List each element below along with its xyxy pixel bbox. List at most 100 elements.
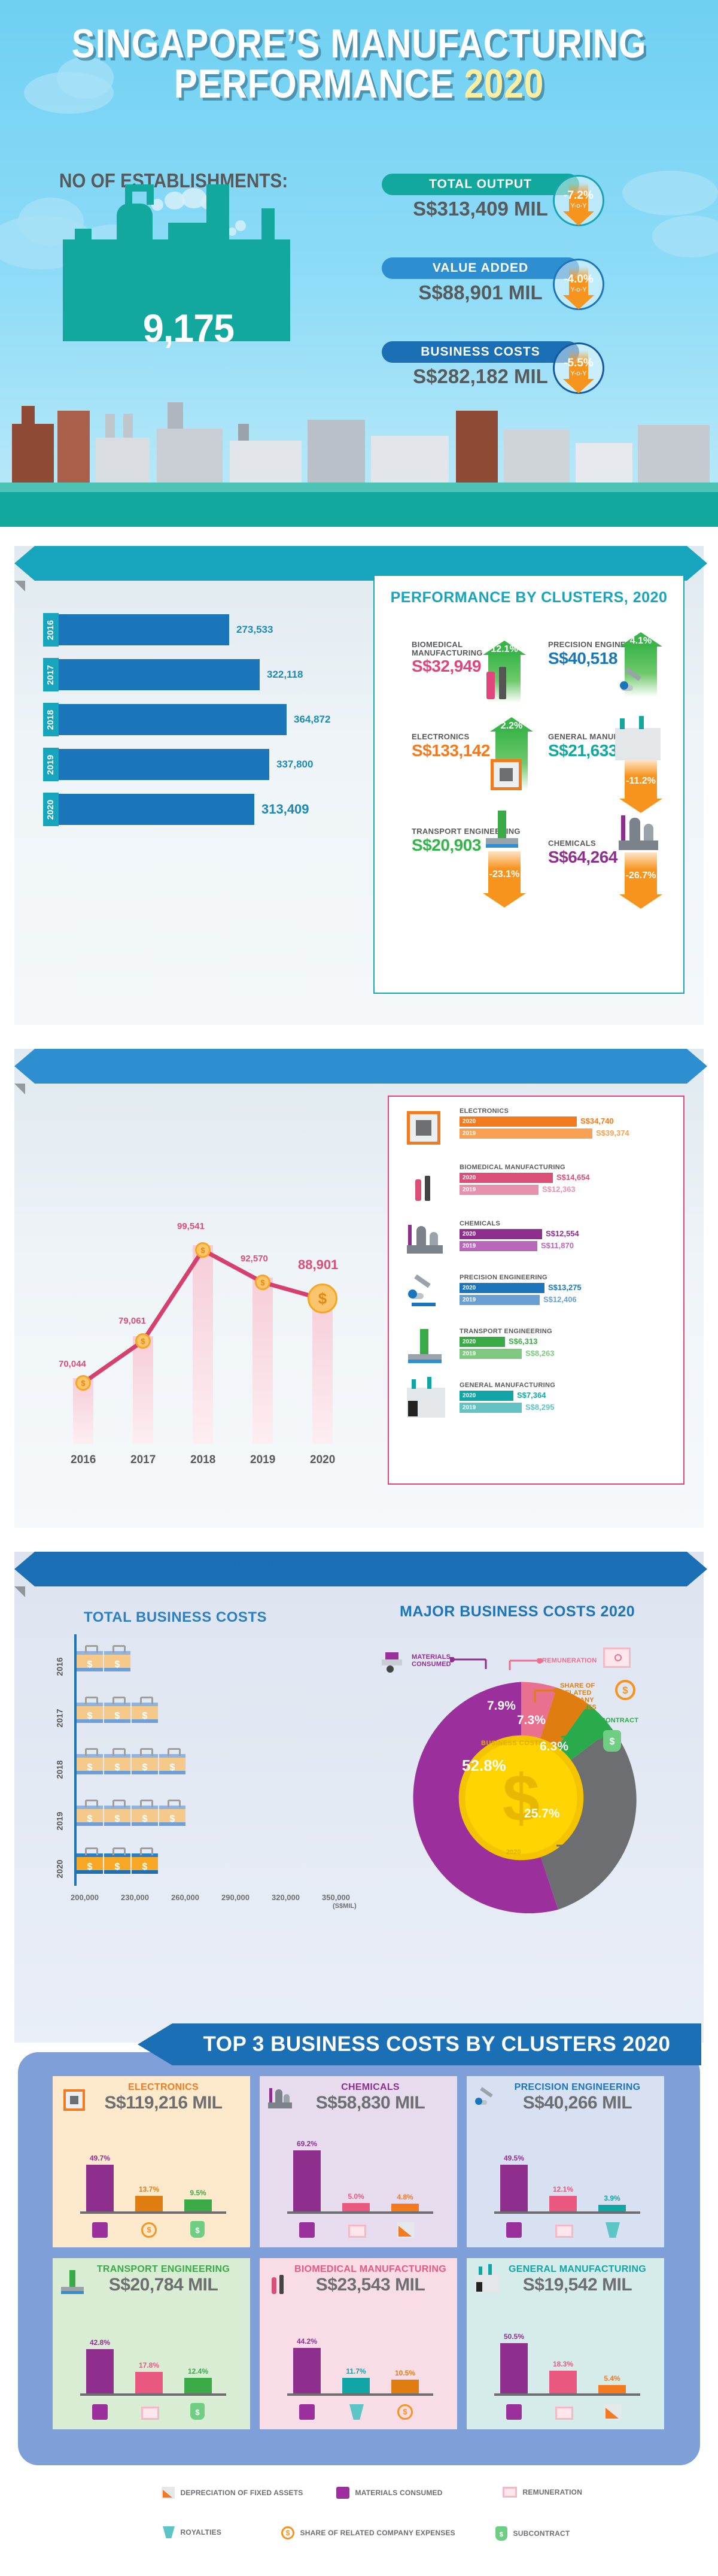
kpi-period: Y-o-Y xyxy=(570,202,587,210)
establishments-value: 9,175 xyxy=(142,306,235,350)
card-title: GENERAL MANUFACTURING xyxy=(508,2264,646,2274)
bar-value-label: 273,533 xyxy=(236,624,273,635)
total-business-costs-pictogram: 2016 $ $ 2017 $ $ $ 2018 $ $ $ $ 2019 $ $ $ $ 202… xyxy=(54,1634,365,1934)
axis-tick-label: 2017 xyxy=(55,1709,65,1728)
bar-value-label: 337,800 xyxy=(276,758,314,770)
subcontract-icon: $ xyxy=(190,2403,205,2420)
axis-tick-label: 2016 xyxy=(55,1657,65,1676)
cloud-icon xyxy=(57,57,114,99)
cluster-change: -26.7% xyxy=(625,870,656,881)
pictogram-row: $ $ $ xyxy=(77,1697,159,1723)
pictogram-row: $ $ $ $ xyxy=(77,1800,187,1826)
cluster-value: S$64,264 xyxy=(548,847,617,866)
legend-item-depreciation: DEPRECIATION OF FIXED ASSETS xyxy=(162,2487,303,2499)
pie-value-remuneration: 7.9% xyxy=(487,1699,516,1713)
bar-value-label: 322,118 xyxy=(267,669,303,680)
bar-rank-2 xyxy=(342,2378,370,2393)
briefcase-icon: $ xyxy=(104,1800,130,1826)
pie-value-others: 25.7% xyxy=(524,1807,560,1821)
depreciation-icon xyxy=(604,2404,621,2420)
chip-icon xyxy=(407,1111,440,1145)
bar-rank-1 xyxy=(293,2348,321,2393)
bar-rank-1 xyxy=(86,2165,114,2211)
biomedical-icon xyxy=(269,2271,290,2295)
cluster-name: TRANSPORT ENGINEERING xyxy=(460,1328,552,1335)
major-business-costs-pie: MAJOR BUSINESS COSTS 2020 $ BUSINESS COS… xyxy=(373,1603,696,1938)
bar-rank-3 xyxy=(391,2380,419,2393)
cluster-change: 4.1% xyxy=(629,636,652,646)
legend-item-subcontract: $ SUBCONTRACT xyxy=(495,2526,570,2541)
section-business-costs: BUSINESS COSTS (S$ MIL) TOTAL BUSINESS C… xyxy=(14,1552,707,2043)
axis-tick-label: 350,000 xyxy=(322,1893,350,1902)
kpi-label: BUSINESS COSTS xyxy=(382,341,579,363)
top3-card-precision-engineering: PRECISION ENGINEERING S$40,266 MIL 49.5%… xyxy=(467,2076,664,2247)
va-cluster-electronics: ELECTRONICS 2020 S$34,740 2019 S$39,374 xyxy=(460,1108,669,1140)
cluster-value: S$40,518 xyxy=(548,648,617,667)
materials-consumed-icon xyxy=(92,2404,108,2420)
remuneration-icon xyxy=(503,2487,517,2498)
syringe-icon xyxy=(499,667,506,699)
bar-label-rank-3: 3.9% xyxy=(604,2194,620,2202)
axis-tick-label: 2018 xyxy=(190,1454,216,1466)
pictogram-row: $ $ xyxy=(77,1645,132,1671)
top3-card-transport-engineering: TRANSPORT ENGINEERING S$20,784 MIL 42.8%… xyxy=(53,2258,250,2429)
bar-2019: 2019 xyxy=(460,1349,522,1359)
royalties-icon xyxy=(606,2222,620,2238)
bar-2020: 2020 xyxy=(460,1229,542,1239)
kpi-change-badge: -4.0% Y-o-Y xyxy=(553,259,604,310)
axis-tick-label: 290,000 xyxy=(221,1893,250,1902)
coin-year: 2020 xyxy=(506,1849,521,1856)
bar-rank-3 xyxy=(598,2385,626,2393)
kpi-value: S$282,182 MIL xyxy=(413,365,548,387)
data-label: 79,061 xyxy=(118,1316,146,1326)
bar-2019: 2019 xyxy=(460,1403,522,1413)
materials-consumed-icon xyxy=(506,2222,522,2238)
card-title: ELECTRONICS xyxy=(128,2082,199,2092)
card-value: S$19,542 MIL xyxy=(522,2275,632,2295)
title-line-1: SINGAPORE’S MANUFACTURING xyxy=(71,21,647,66)
title-year: 2020 xyxy=(464,60,544,107)
bar-2019: 2019 xyxy=(460,1185,538,1195)
oil-rig-icon xyxy=(61,2270,85,2295)
briefcase-icon: $ xyxy=(77,1847,103,1874)
kpi-period: Y-o-Y xyxy=(570,370,587,377)
top3-card-electronics: ELECTRONICS S$119,216 MIL 49.7% 13.7% 9.… xyxy=(53,2076,250,2247)
axis-tick-label: 230,000 xyxy=(121,1893,149,1902)
card-title: PRECISION ENGINEERING xyxy=(514,2082,641,2092)
section-heading-top3: TOP 3 BUSINESS COSTS BY CLUSTERS 2020 xyxy=(172,2023,701,2065)
legend-item-royalties: ROYALTIES xyxy=(163,2526,221,2538)
table-row: 2020 S$6,313 xyxy=(460,1337,669,1347)
bar-year-label: 2016 xyxy=(43,613,59,647)
hero-banner: SINGAPORE’S MANUFACTURING PERFORMANCE 20… xyxy=(0,0,718,527)
bar-rank-2 xyxy=(549,2371,577,2393)
cluster-chemicals: -26.7% CHEMICALS S$64,264 xyxy=(548,815,668,909)
legend: DEPRECIATION OF FIXED ASSETS MATERIALS C… xyxy=(0,2472,718,2568)
section-value-added: VALUE ADDED (S$ MIL) $ $ $ $ $ 70,044 79… xyxy=(14,1049,707,1528)
card-value: S$40,266 MIL xyxy=(522,2093,632,2113)
section-total-output: TOTAL OUTPUT (S$ MIL) 2016 273,533 2017 … xyxy=(14,546,707,1025)
bar-value-label: S$8,295 xyxy=(525,1403,555,1412)
cluster-value: S$20,903 xyxy=(412,835,481,854)
bar-baseline xyxy=(287,2393,433,2396)
arrow-down-icon: -23.1% xyxy=(483,851,526,908)
cluster-electronics: 2.2% ELECTRONICS S$133,142 xyxy=(412,717,537,790)
briefcase-icon: $ xyxy=(104,1697,130,1723)
establishments-label: NO OF ESTABLISHMENTS: xyxy=(59,169,288,192)
bar-label-rank-2: 13.7% xyxy=(138,2185,160,2193)
ribbon-notch xyxy=(138,2023,172,2065)
data-point-marker: $ xyxy=(75,1375,91,1391)
bar-baseline xyxy=(494,2211,640,2214)
kpi-value-added: VALUE ADDED S$88,901 MIL -4.0% Y-o-Y xyxy=(382,257,639,310)
kpi-value: S$88,901 MIL xyxy=(418,281,543,304)
cluster-name: GENERAL MANUFACTURING xyxy=(460,1382,556,1389)
cluster-name: TRANSPORT ENGINEERING xyxy=(412,827,521,836)
bar-rank-2 xyxy=(342,2203,370,2211)
kpi-period: Y-o-Y xyxy=(570,286,587,293)
bar-2020: 2020 xyxy=(460,1391,513,1401)
pie-label-materials: MATERIALS CONSUMED xyxy=(412,1653,451,1668)
total-business-costs-title: TOTAL BUSINESS COSTS xyxy=(84,1609,267,1625)
bar-label-rank-1: 50.5% xyxy=(503,2332,525,2341)
bar-value-label: S$39,374 xyxy=(596,1128,629,1137)
data-label: 70,044 xyxy=(59,1359,86,1369)
briefcase-icon: $ xyxy=(77,1645,103,1671)
